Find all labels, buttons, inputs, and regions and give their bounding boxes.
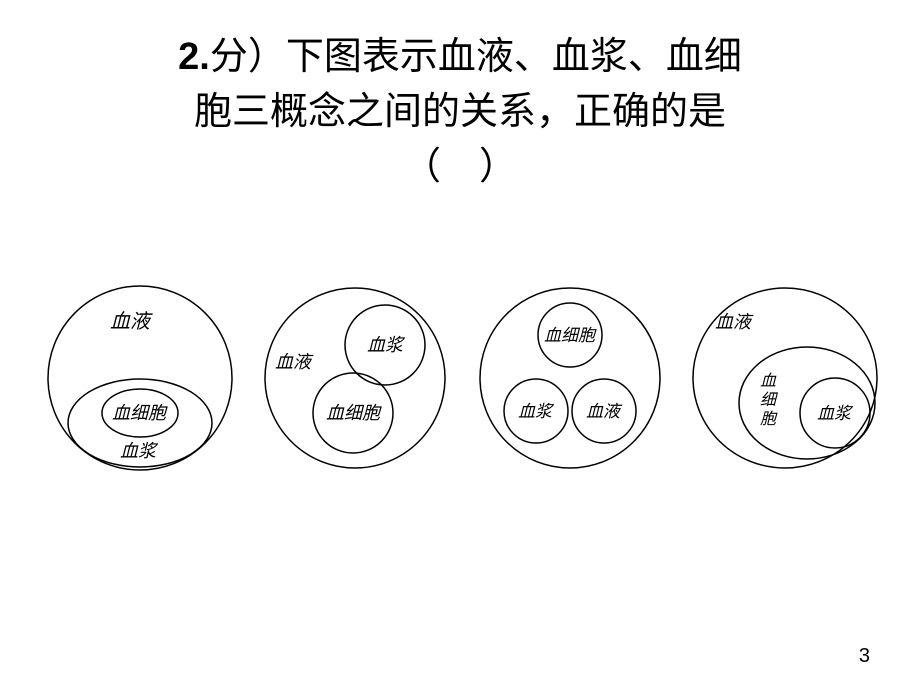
question-line2: 胞三概念之间的关系，正确的是 (194, 91, 726, 133)
label-blood-a: 血液 (110, 311, 153, 333)
option-b: 血液 血浆 血细胞 (265, 288, 445, 468)
label-blood-c: 血液 (586, 402, 623, 421)
circle-outer-c (480, 288, 660, 468)
option-a: 血液 血细胞 血浆 (48, 286, 232, 470)
label-cells-a: 血细胞 (112, 403, 168, 423)
question-line3: （ ） (403, 146, 517, 188)
label-blood-d: 血液 (715, 312, 754, 332)
venn-diagrams-svg: 血液 血细胞 血浆 血液 血浆 血细胞 血细胞 血浆 血液 (40, 273, 880, 483)
option-d: 血液 血 细 胞 血浆 (693, 288, 877, 468)
label-plasma-c: 血浆 (518, 402, 555, 421)
diagrams-row: 血液 血细胞 血浆 血液 血浆 血细胞 血细胞 血浆 血液 (40, 273, 880, 483)
question-number: 2 (178, 36, 199, 78)
label-plasma-a: 血浆 (120, 441, 159, 461)
question-block: 2.分）下图表示血液、血浆、血细 胞三概念之间的关系，正确的是 （ ） (0, 0, 920, 195)
circle-outer-b (265, 288, 445, 468)
label-plasma-b: 血浆 (367, 335, 406, 355)
question-text: 2.分）下图表示血液、血浆、血细 胞三概念之间的关系，正确的是 （ ） (70, 30, 850, 195)
option-c: 血细胞 血浆 血液 (480, 288, 660, 468)
label-cells-d1: 血 (760, 372, 777, 390)
label-blood-b: 血液 (275, 352, 314, 372)
label-cells-c: 血细胞 (544, 326, 597, 345)
label-cells-b: 血细胞 (326, 403, 382, 423)
label-cells-d3: 胞 (760, 410, 778, 428)
page-number: 3 (859, 645, 870, 668)
label-cells-d2: 细 (760, 391, 779, 409)
question-line1: 分）下图表示血液、血浆、血细 (210, 36, 742, 78)
label-plasma-d: 血浆 (817, 404, 854, 423)
question-sep: . (199, 36, 210, 78)
